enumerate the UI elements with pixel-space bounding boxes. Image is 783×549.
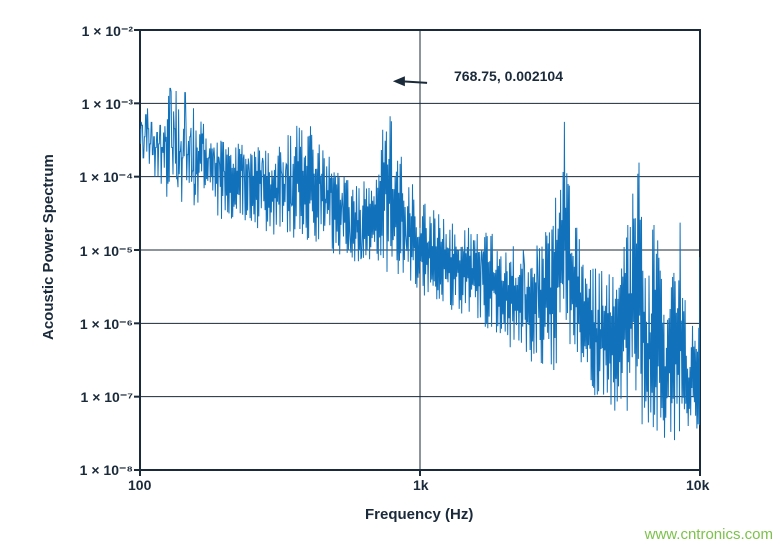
ytick-1e-8: 1 × 10⁻⁸ xyxy=(80,462,133,479)
ytick-1e-4: 1 × 10⁻⁴ xyxy=(79,169,133,186)
peak-annotation: 768.75, 0.002104 xyxy=(454,68,563,84)
watermark: www.cntronics.com xyxy=(645,526,773,543)
ytick-1e-3: 1 × 10⁻³ xyxy=(82,96,133,113)
ytick-1e-2: 1 × 10⁻² xyxy=(82,23,133,40)
x-axis-label: Frequency (Hz) xyxy=(365,506,473,523)
ytick-1e-6: 1 × 10⁻⁶ xyxy=(80,316,133,333)
ytick-1e-7: 1 × 10⁻⁷ xyxy=(81,389,133,406)
xtick-10k: 10k xyxy=(686,477,709,493)
ytick-1e-5: 1 × 10⁻⁵ xyxy=(80,243,133,260)
xtick-1k: 1k xyxy=(413,477,429,493)
xtick-100: 100 xyxy=(128,477,151,493)
y-axis-label: Acoustic Power Spectrum xyxy=(40,154,57,340)
chart-container: { "chart": { "type": "line", "x_axis": {… xyxy=(0,0,783,549)
